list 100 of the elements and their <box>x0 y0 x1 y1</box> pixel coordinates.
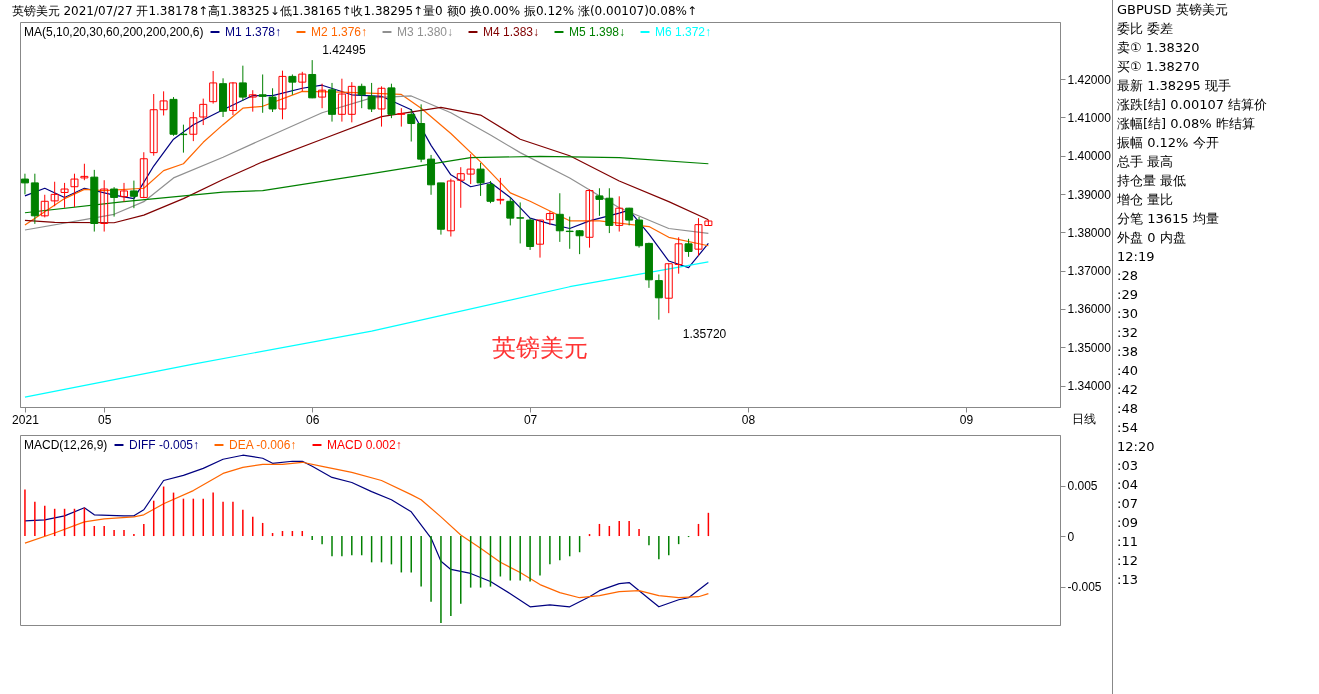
candlestick <box>50 181 59 207</box>
candlestick <box>278 70 287 120</box>
candlestick <box>40 194 49 218</box>
text: 卖① 1.38320 <box>1116 39 1201 57</box>
candlestick <box>189 111 198 142</box>
candlestick <box>367 82 376 113</box>
candlestick <box>536 219 544 259</box>
text: 分笔 13615 均量 <box>1116 210 1220 228</box>
x-tick-label: 06 <box>306 412 320 427</box>
candlestick <box>506 196 515 226</box>
line-series <box>24 106 709 224</box>
candlestick <box>496 177 505 205</box>
text: :28 <box>1116 267 1139 285</box>
candlestick <box>238 65 247 102</box>
text: 12:19 <box>1116 248 1156 266</box>
legend-label: M4 1.383↓ <box>483 25 540 39</box>
legend-label: DIFF -0.005↑ <box>129 438 200 452</box>
legend-title: MACD(12,26,9) <box>24 438 108 452</box>
candlestick <box>20 173 29 195</box>
x-tick-label: 05 <box>98 412 112 427</box>
candlestick <box>407 108 416 143</box>
legend-label: M1 1.378↑ <box>225 25 282 39</box>
text: 买① 1.38270 <box>1116 58 1201 76</box>
candlestick <box>308 59 317 99</box>
candlestick <box>545 210 554 226</box>
x-tick-label: 2021 <box>12 412 40 427</box>
candlestick <box>466 153 475 185</box>
text: 涨跌[结] 0.00107 结算价 <box>1116 96 1269 114</box>
candlestick <box>228 81 237 116</box>
candlestick <box>674 236 683 275</box>
x-tick-label: 08 <box>741 412 756 427</box>
candlestick <box>654 273 663 321</box>
annotation: 1.35720 <box>682 326 727 341</box>
text: 日线 <box>1072 412 1096 426</box>
candlestick <box>615 195 624 233</box>
text: 持仓量 最低 <box>1116 172 1188 190</box>
candlestick <box>100 179 109 233</box>
text: :09 <box>1116 514 1139 532</box>
text: :32 <box>1116 324 1139 342</box>
text: :48 <box>1116 400 1139 418</box>
candlestick <box>129 180 138 209</box>
text: 12:20 <box>1116 438 1156 456</box>
text: :40 <box>1116 362 1139 380</box>
text: :30 <box>1116 305 1139 323</box>
candlestick <box>298 71 307 92</box>
candlestick <box>60 182 69 209</box>
text: 委比 委差 <box>1116 20 1175 38</box>
y-tick-label: 1.36000 <box>1067 302 1112 317</box>
candlestick <box>516 201 525 244</box>
candlestick <box>446 178 455 238</box>
y-tick-label: 1.39000 <box>1067 187 1112 202</box>
text: 外盘 0 内盘 <box>1116 229 1187 247</box>
text: :13 <box>1116 571 1139 589</box>
text: :03 <box>1116 457 1139 475</box>
candlestick <box>288 73 297 96</box>
text: GBPUSD 英镑美元 <box>1116 1 1229 19</box>
y-tick-label: 1.42000 <box>1067 72 1112 87</box>
legend-label: MACD 0.002↑ <box>327 438 402 452</box>
text: :54 <box>1116 419 1139 437</box>
text: :42 <box>1116 381 1139 399</box>
line-series <box>24 84 709 269</box>
candlestick <box>209 70 218 105</box>
candlestick <box>347 81 356 123</box>
legend-title: MA(5,10,20,30,60,200,200,200,6) <box>24 25 204 39</box>
candlestick <box>555 192 564 243</box>
legend-label: M3 1.380↓ <box>397 25 454 39</box>
chart-title: 英镑美元 2021/07/27 开1.38178↑高1.38325↓低1.38165↑收1.38295↑量0 额0 换0.00% 振0.12% 涨(0.00107)0.08%↑ <box>11 4 698 18</box>
candlestick <box>486 180 495 204</box>
candlestick <box>318 83 327 109</box>
candlestick <box>248 89 257 113</box>
y-tick-label: 1.34000 <box>1067 379 1112 394</box>
x-tick-label: 07 <box>523 412 538 427</box>
x-tick-label: 09 <box>959 412 974 427</box>
candlestick <box>397 107 406 128</box>
y-tick-label: 1.38000 <box>1067 225 1112 240</box>
legend-label: DEA -0.006↑ <box>229 438 297 452</box>
y-tick-label: 1.41000 <box>1067 110 1112 125</box>
text: 振幅 0.12% 今开 <box>1116 134 1220 152</box>
y-tick-label: 1.35000 <box>1067 340 1112 355</box>
candlestick <box>585 188 594 249</box>
legend-label: M5 1.398↓ <box>569 25 626 39</box>
candlestick <box>199 98 208 126</box>
legend-label: M2 1.376↑ <box>311 25 368 39</box>
candlestick <box>664 263 673 314</box>
text: :04 <box>1116 476 1139 494</box>
text: 总手 最高 <box>1116 153 1175 171</box>
candlestick <box>684 238 693 258</box>
candlestick <box>139 151 148 199</box>
candlestick <box>337 78 346 123</box>
annotation: 1.42495 <box>322 43 366 58</box>
text: :07 <box>1116 495 1139 513</box>
candlestick <box>456 166 465 209</box>
text: 最新 1.38295 现手 <box>1116 77 1233 95</box>
y-tick-label: 1.37000 <box>1067 264 1112 279</box>
annotation: 英镑美元 <box>492 334 588 363</box>
y-tick-label: 0.005 <box>1067 479 1098 494</box>
text: :12 <box>1116 552 1139 570</box>
candlestick <box>476 162 485 197</box>
text: :11 <box>1116 533 1139 551</box>
candlestick <box>120 182 128 203</box>
